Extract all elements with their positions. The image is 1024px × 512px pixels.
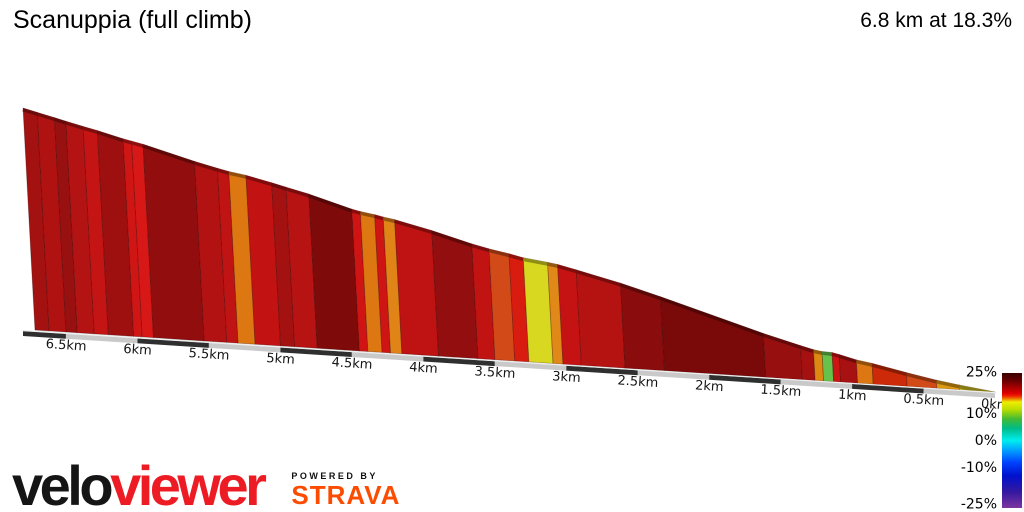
- bar-top-face: [547, 262, 558, 268]
- bar-top-face: [855, 359, 873, 367]
- bar-top-face: [838, 354, 857, 364]
- bar-top-face: [382, 217, 396, 223]
- bar-top-face: [122, 138, 133, 145]
- powered-by-label: POWERED BY: [291, 470, 378, 481]
- bar-top-face: [821, 351, 833, 356]
- distance-tick-label: 0.5km: [903, 392, 945, 410]
- bar-top-face: [831, 352, 840, 358]
- axis-strip-segment: [852, 383, 924, 394]
- bar-top-face: [22, 108, 38, 116]
- bar-top-face: [36, 112, 55, 121]
- distance-tick-label: 2km: [695, 378, 724, 395]
- bar-top-face: [471, 243, 490, 253]
- bar-top-face: [508, 253, 524, 262]
- veloviewer-wordmark: veloviewer: [12, 458, 267, 512]
- distance-tick-label: 5.5km: [188, 346, 230, 364]
- bar-top-face: [285, 187, 310, 198]
- bar-top-face: [936, 380, 960, 389]
- bar-top-face: [394, 219, 433, 234]
- axis-strip-segment: [208, 342, 281, 353]
- distance-tick-label: 4.5km: [331, 355, 373, 373]
- legend-tick-label: 10%: [966, 406, 997, 422]
- distance-tick-label: 5km: [266, 351, 295, 368]
- axis-strip-segment: [65, 333, 138, 344]
- legend-tick-label: 25%: [966, 365, 997, 381]
- bar-top-face: [245, 175, 273, 187]
- veloviewer-logo: veloviewer POWERED BY STRAVA: [12, 458, 401, 512]
- bar-top-face: [522, 257, 548, 266]
- bar-top-face: [431, 230, 473, 248]
- bar-top-face: [813, 349, 823, 355]
- bar-top-face: [142, 144, 196, 165]
- chart-title: Scanuppia (full climb): [13, 6, 252, 34]
- bar-top-face: [359, 211, 376, 219]
- distance-tick-label: 4km: [409, 360, 438, 377]
- axis-strip-segment: [709, 374, 781, 385]
- axis-strip-segment: [780, 379, 853, 389]
- distance-tick-label: 1km: [838, 387, 867, 404]
- bar-top-face: [659, 296, 765, 337]
- strava-wordmark: STRAVA: [291, 479, 401, 510]
- bar-top-face: [131, 141, 144, 148]
- climb-summary: 6.8 km at 18.3%: [860, 9, 1012, 32]
- distance-tick-label: 3.5km: [474, 364, 516, 382]
- axis-strip-segment: [423, 356, 495, 367]
- brand-velo: velo: [12, 454, 114, 512]
- bar-top-face: [271, 182, 287, 191]
- axis-strip-segment: [137, 338, 209, 348]
- bar-top-face: [65, 121, 84, 130]
- axis-strip-segment: [494, 361, 567, 371]
- distance-axis: 6.5km 6km 5.5km 5km 4.5km 4km 3.5km 3km 2.5km 2km…: [22, 330, 1010, 413]
- bar-top-face: [53, 117, 67, 125]
- bar-top-face: [905, 372, 937, 384]
- gradient-legend: 25% 10% 0% -10% -25%: [961, 365, 1022, 512]
- bar-top-face: [488, 248, 510, 258]
- bar-top-face: [575, 269, 621, 287]
- bar-top-face: [96, 130, 124, 143]
- distance-tick-label: 1.5km: [760, 383, 802, 401]
- profile-bars: [22, 107, 996, 396]
- distance-tick-label: 6.5km: [45, 337, 87, 355]
- legend-tick-label: -25%: [961, 497, 997, 512]
- bar-top-face: [194, 161, 218, 172]
- brand-viewer: viewer: [110, 454, 267, 512]
- axis-strip-segment: [566, 365, 638, 376]
- axis-baseline: [22, 330, 996, 394]
- distance-tick-label: 3km: [552, 369, 581, 386]
- gradient-colorbar: [1002, 373, 1022, 508]
- axis-strip-segment: [637, 370, 710, 380]
- strava-attribution: POWERED BY STRAVA: [291, 470, 401, 510]
- distance-tick-label: 6km: [123, 342, 152, 359]
- gradient-bar: [660, 296, 767, 378]
- bar-top-face: [762, 333, 802, 349]
- bar-top-face: [351, 209, 361, 215]
- axis-strip-segment: [23, 331, 66, 339]
- axis-strip-segment: [280, 347, 352, 357]
- bar-top-face: [82, 126, 98, 134]
- bar-top-face: [619, 283, 662, 301]
- gradient-bar: [431, 230, 479, 360]
- bar-top-face: [374, 214, 384, 221]
- bar-top-face: [228, 171, 247, 179]
- distance-tick-label: 2.5km: [617, 373, 659, 391]
- legend-tick-label: -10%: [961, 460, 997, 476]
- bar-top-face: [800, 345, 814, 353]
- axis-strip-segment: [351, 351, 424, 362]
- bar-top-face: [557, 264, 577, 274]
- legend-tick-label: 0%: [975, 433, 997, 449]
- axis-strip-segment: [923, 388, 995, 398]
- bar-top-face: [871, 363, 907, 376]
- bar-top-face: [216, 168, 230, 175]
- bar-top-face: [308, 194, 353, 213]
